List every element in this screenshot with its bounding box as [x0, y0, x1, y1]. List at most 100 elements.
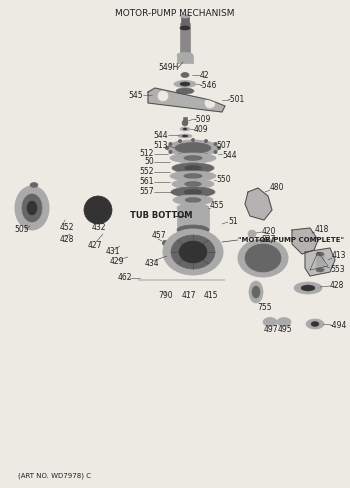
Ellipse shape — [306, 319, 324, 329]
Bar — [316, 254, 324, 270]
Polygon shape — [292, 228, 318, 254]
Ellipse shape — [252, 286, 260, 298]
Text: 553: 553 — [330, 265, 345, 274]
Text: TUB BOTTOM: TUB BOTTOM — [130, 211, 192, 221]
Text: 42: 42 — [200, 70, 210, 80]
Text: 415: 415 — [204, 291, 218, 301]
Bar — [183, 117, 187, 123]
Circle shape — [204, 139, 208, 143]
Bar — [181, 16, 189, 28]
Text: 409: 409 — [194, 125, 209, 135]
Ellipse shape — [316, 268, 324, 272]
Text: 51: 51 — [228, 218, 238, 226]
Circle shape — [214, 142, 217, 146]
Ellipse shape — [163, 229, 223, 275]
Ellipse shape — [174, 81, 196, 87]
Bar — [177, 55, 193, 63]
Text: 557: 557 — [139, 187, 154, 197]
Ellipse shape — [294, 282, 322, 294]
Circle shape — [178, 139, 182, 143]
Text: 512: 512 — [140, 149, 154, 159]
Bar — [180, 23, 190, 58]
Ellipse shape — [301, 285, 315, 291]
Ellipse shape — [22, 194, 42, 222]
Text: 462: 462 — [118, 273, 133, 283]
Text: 432: 432 — [92, 224, 106, 232]
Text: 513: 513 — [154, 142, 168, 150]
Text: "MOTOR/PUMP COMPLETE": "MOTOR/PUMP COMPLETE" — [238, 237, 344, 243]
Ellipse shape — [171, 187, 215, 197]
Text: 550: 550 — [216, 176, 231, 184]
Text: 428: 428 — [60, 236, 74, 244]
Ellipse shape — [173, 195, 213, 205]
Text: 544: 544 — [153, 130, 168, 140]
Circle shape — [205, 98, 215, 108]
Ellipse shape — [27, 201, 37, 215]
Ellipse shape — [177, 53, 193, 58]
Text: 790: 790 — [158, 291, 173, 301]
Text: 755: 755 — [257, 304, 272, 312]
Text: 418: 418 — [315, 225, 329, 235]
Ellipse shape — [178, 134, 192, 138]
Text: 561: 561 — [140, 178, 154, 186]
Ellipse shape — [179, 241, 207, 263]
Circle shape — [84, 196, 112, 224]
Circle shape — [182, 120, 188, 126]
Text: 457: 457 — [152, 231, 167, 241]
Text: 552: 552 — [140, 167, 154, 177]
Polygon shape — [245, 188, 272, 220]
Text: MOTOR-PUMP MECHANISM: MOTOR-PUMP MECHANISM — [115, 9, 235, 19]
Ellipse shape — [183, 128, 187, 130]
Text: 429: 429 — [110, 258, 125, 266]
Circle shape — [178, 153, 182, 157]
Ellipse shape — [177, 225, 209, 235]
Circle shape — [204, 153, 208, 157]
Text: 428: 428 — [330, 282, 344, 290]
Text: 434: 434 — [145, 260, 160, 268]
Text: 427: 427 — [88, 241, 103, 249]
Text: -501: -501 — [228, 96, 245, 104]
Ellipse shape — [184, 182, 201, 186]
Text: -494: -494 — [330, 321, 347, 329]
Circle shape — [217, 146, 221, 150]
Text: 455: 455 — [210, 202, 225, 210]
Ellipse shape — [249, 281, 263, 303]
Ellipse shape — [180, 127, 190, 131]
Circle shape — [158, 91, 168, 101]
Ellipse shape — [182, 135, 188, 137]
Ellipse shape — [263, 318, 277, 326]
Ellipse shape — [184, 156, 202, 161]
Ellipse shape — [30, 183, 38, 187]
Ellipse shape — [15, 186, 49, 230]
Text: 549H: 549H — [158, 63, 178, 73]
Ellipse shape — [277, 318, 291, 326]
Text: 50: 50 — [144, 158, 154, 166]
Text: 480: 480 — [270, 183, 285, 192]
Ellipse shape — [177, 203, 209, 213]
Ellipse shape — [184, 174, 202, 179]
Ellipse shape — [180, 82, 190, 86]
Ellipse shape — [172, 163, 214, 173]
Text: 507: 507 — [216, 142, 231, 150]
Text: 544: 544 — [222, 151, 237, 161]
Text: 505: 505 — [14, 225, 29, 235]
Text: 497: 497 — [264, 325, 279, 334]
Circle shape — [168, 150, 173, 154]
Polygon shape — [305, 248, 335, 276]
Text: (ART NO. WD7978) C: (ART NO. WD7978) C — [18, 473, 91, 479]
Ellipse shape — [181, 73, 189, 78]
Ellipse shape — [184, 165, 201, 170]
Ellipse shape — [180, 26, 190, 30]
Circle shape — [162, 240, 168, 246]
Ellipse shape — [311, 322, 319, 326]
Ellipse shape — [176, 88, 194, 94]
Text: 495: 495 — [278, 325, 293, 334]
Text: 417: 417 — [182, 291, 196, 301]
Ellipse shape — [170, 171, 216, 181]
Ellipse shape — [245, 244, 281, 272]
Ellipse shape — [170, 153, 216, 163]
Text: 827: 827 — [262, 236, 276, 244]
Circle shape — [191, 138, 195, 142]
Polygon shape — [148, 88, 225, 112]
Ellipse shape — [172, 179, 214, 189]
